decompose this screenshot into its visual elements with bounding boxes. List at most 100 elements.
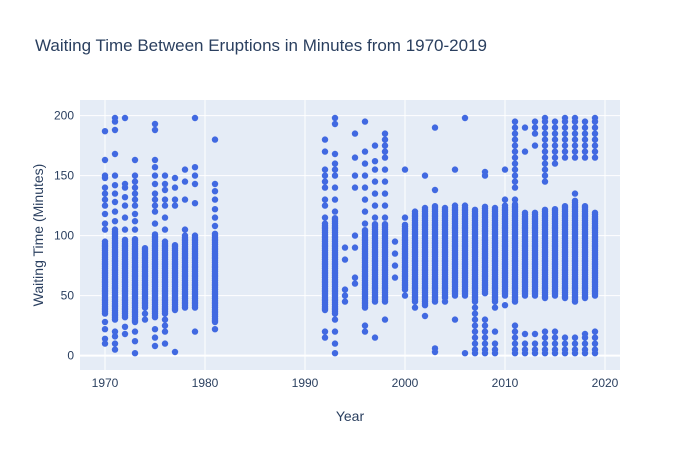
data-point [511,124,519,131]
data-point [451,316,459,323]
data-point [591,130,599,137]
data-point [101,226,109,233]
data-point [331,184,339,191]
data-point [551,154,559,161]
data-point [351,280,359,287]
data-point [521,148,529,155]
data-point [401,221,409,228]
data-point [541,160,549,167]
data-point [321,334,329,341]
data-point [591,154,599,161]
data-point [461,350,469,357]
data-point [351,232,359,239]
data-point [211,230,219,237]
data-point [531,330,539,338]
data-point [111,208,119,215]
data-point [111,226,119,233]
data-point [481,346,489,353]
data-point [361,172,369,179]
data-point [111,328,119,335]
data-point [121,180,129,188]
data-point [571,114,579,122]
data-point [541,124,549,131]
y-tick-label: 0 [67,349,74,363]
data-point [191,172,199,179]
data-point [471,310,479,317]
data-point [381,130,389,137]
data-point [381,214,389,221]
data-point [151,334,159,341]
data-point [511,142,519,149]
data-point [111,126,119,134]
data-point [481,322,489,329]
x-tick-label: 2000 [392,376,419,390]
data-point [141,316,149,323]
data-point [551,118,559,125]
data-point [551,160,559,167]
data-point [391,262,399,269]
data-point [151,190,159,197]
data-point [151,202,159,209]
data-point [581,330,589,338]
data-point [571,190,579,197]
data-point [541,206,549,213]
data-point [101,220,109,227]
data-point [171,196,179,203]
data-point [171,184,179,191]
data-point [451,166,459,173]
data-point [131,196,139,203]
data-point [381,316,389,323]
data-point [331,316,339,323]
data-point [161,186,169,194]
data-point [121,226,129,233]
data-point [511,184,519,191]
data-point [541,130,549,137]
data-point [111,190,119,197]
x-axis-title: Year [336,408,365,424]
data-point [511,196,519,203]
data-point [371,178,379,185]
data-point [381,142,389,149]
data-point [101,128,109,135]
data-point [131,156,139,164]
data-point [211,136,219,143]
x-tick-label: 1990 [292,376,319,390]
data-point [581,124,589,131]
data-point [541,334,549,341]
data-point [471,316,479,323]
data-point [561,346,569,353]
data-point [541,142,549,149]
data-point [531,346,539,353]
data-point [471,328,479,335]
data-point [541,328,549,335]
data-point [571,340,579,347]
data-point [111,346,119,353]
data-point [131,190,139,197]
data-point [511,346,519,353]
data-point [501,166,509,173]
data-point [371,158,379,165]
data-point [561,340,569,347]
plot-background [80,100,620,370]
data-points [101,114,599,357]
data-point [121,323,129,330]
data-point [471,334,479,341]
data-point [111,182,119,189]
data-point [101,190,109,197]
data-point [571,142,579,149]
data-point [441,298,449,305]
data-point [121,202,129,209]
data-point [211,222,219,230]
data-point [551,334,559,341]
data-point [191,114,199,122]
data-point [361,184,369,191]
data-point [471,322,479,329]
data-point [451,202,459,209]
data-point [161,316,169,323]
data-point [521,209,529,216]
data-point [141,310,149,317]
data-point [391,250,399,257]
data-point [491,346,499,353]
data-point [361,148,369,155]
